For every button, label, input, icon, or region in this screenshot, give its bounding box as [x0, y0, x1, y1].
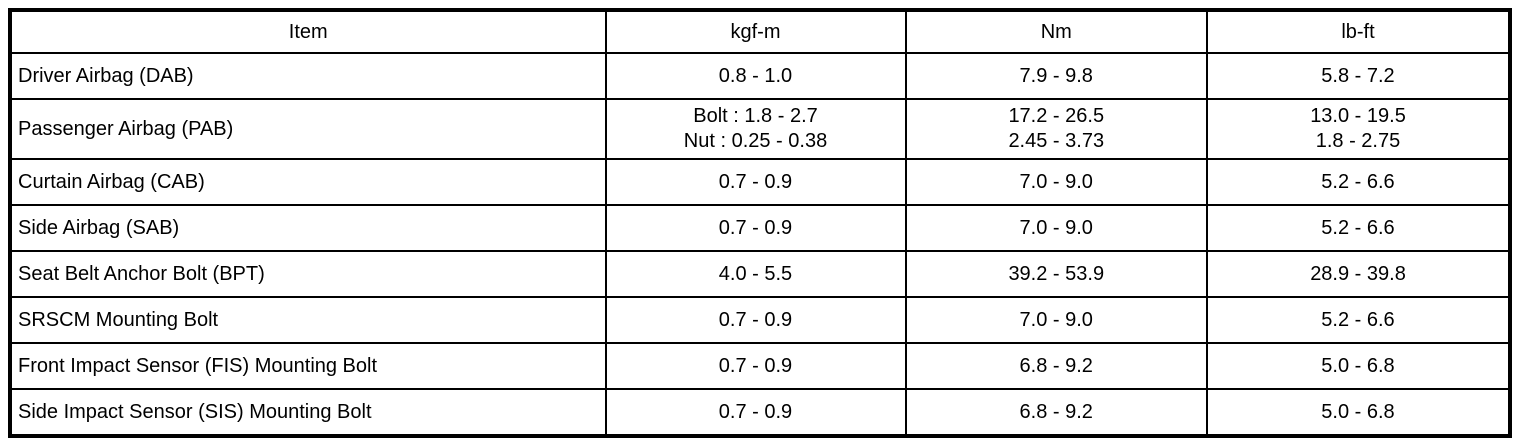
- nm-cell: 6.8 - 9.2: [904, 388, 1208, 437]
- kgf-m-cell: 0.7 - 0.9: [604, 296, 907, 344]
- kgf-m-cell: Bolt : 1.8 - 2.7 Nut : 0.25 - 0.38: [604, 98, 907, 160]
- kgf-m-cell: 4.0 - 5.5: [604, 250, 907, 298]
- table-row: Driver Airbag (DAB) 0.8 - 1.0 7.9 - 9.8 …: [9, 52, 1511, 100]
- column-header-nm: Nm: [904, 9, 1208, 54]
- lb-ft-cell: 5.2 - 6.6: [1206, 204, 1511, 252]
- item-cell: Driver Airbag (DAB): [9, 52, 607, 100]
- kgf-m-cell: 0.7 - 0.9: [604, 388, 907, 437]
- item-cell: Side Airbag (SAB): [9, 204, 607, 252]
- lb-ft-cell: 5.0 - 6.8: [1206, 388, 1511, 437]
- column-header-lb-ft: lb-ft: [1206, 9, 1511, 54]
- item-cell: Curtain Airbag (CAB): [9, 158, 607, 206]
- table-row: Side Airbag (SAB) 0.7 - 0.9 7.0 - 9.0 5.…: [9, 204, 1511, 252]
- item-cell: Seat Belt Anchor Bolt (BPT): [9, 250, 607, 298]
- nm-cell: 6.8 - 9.2: [904, 342, 1208, 390]
- kgf-m-cell: 0.7 - 0.9: [604, 342, 907, 390]
- nm-cell: 7.0 - 9.0: [904, 204, 1208, 252]
- lb-ft-cell: 5.2 - 6.6: [1206, 296, 1511, 344]
- lb-ft-cell: 5.8 - 7.2: [1206, 52, 1511, 100]
- nm-cell: 7.0 - 9.0: [904, 158, 1208, 206]
- table-row: Passenger Airbag (PAB) Bolt : 1.8 - 2.7 …: [9, 98, 1511, 160]
- lb-ft-cell: 28.9 - 39.8: [1206, 250, 1511, 298]
- item-cell: SRSCM Mounting Bolt: [9, 296, 607, 344]
- nm-cell: 39.2 - 53.9: [904, 250, 1208, 298]
- lb-ft-cell: 13.0 - 19.5 1.8 - 2.75: [1206, 98, 1511, 160]
- table-row: SRSCM Mounting Bolt 0.7 - 0.9 7.0 - 9.0 …: [9, 296, 1511, 344]
- table-row: Front Impact Sensor (FIS) Mounting Bolt …: [9, 342, 1511, 390]
- column-header-kgf-m: kgf-m: [604, 9, 907, 54]
- table-row: Seat Belt Anchor Bolt (BPT) 4.0 - 5.5 39…: [9, 250, 1511, 298]
- column-header-item: Item: [9, 9, 607, 54]
- lb-ft-cell: 5.0 - 6.8: [1206, 342, 1511, 390]
- torque-spec-page: Item kgf-m Nm lb-ft Driver Airbag (DAB) …: [8, 8, 1512, 438]
- header-row: Item kgf-m Nm lb-ft: [9, 9, 1511, 54]
- kgf-m-cell: 0.7 - 0.9: [604, 204, 907, 252]
- kgf-m-cell: 0.8 - 1.0: [604, 52, 907, 100]
- item-cell: Front Impact Sensor (FIS) Mounting Bolt: [9, 342, 607, 390]
- item-cell: Side Impact Sensor (SIS) Mounting Bolt: [9, 388, 607, 437]
- torque-spec-table: Item kgf-m Nm lb-ft Driver Airbag (DAB) …: [8, 8, 1512, 438]
- kgf-m-cell: 0.7 - 0.9: [604, 158, 907, 206]
- nm-cell: 17.2 - 26.5 2.45 - 3.73: [904, 98, 1208, 160]
- nm-cell: 7.0 - 9.0: [904, 296, 1208, 344]
- nm-cell: 7.9 - 9.8: [904, 52, 1208, 100]
- lb-ft-cell: 5.2 - 6.6: [1206, 158, 1511, 206]
- item-cell: Passenger Airbag (PAB): [9, 98, 607, 160]
- table-row: Curtain Airbag (CAB) 0.7 - 0.9 7.0 - 9.0…: [9, 158, 1511, 206]
- table-row: Side Impact Sensor (SIS) Mounting Bolt 0…: [9, 388, 1511, 437]
